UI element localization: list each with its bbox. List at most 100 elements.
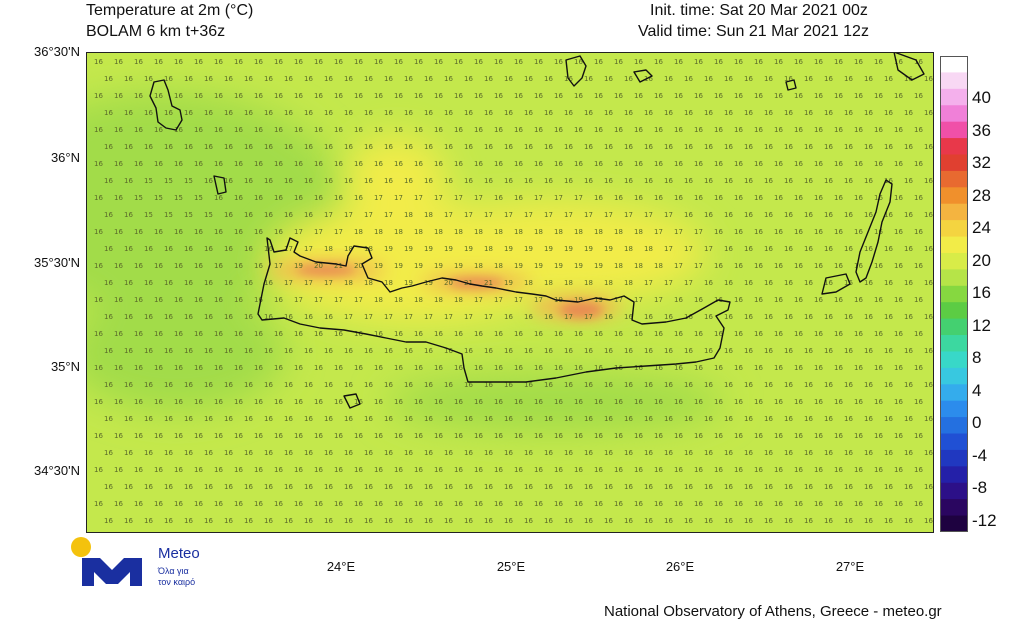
grid-value: 16 xyxy=(474,432,483,440)
grid-value: 15 xyxy=(204,211,213,219)
grid-value: 16 xyxy=(664,449,673,457)
grid-value: 16 xyxy=(244,75,253,83)
grid-value: 16 xyxy=(634,92,643,100)
grid-value: 17 xyxy=(394,194,403,202)
grid-value: 16 xyxy=(824,313,833,321)
grid-value: 16 xyxy=(104,109,113,117)
grid-value: 16 xyxy=(734,262,743,270)
grid-value: 16 xyxy=(174,228,183,236)
grid-value: 16 xyxy=(604,449,613,457)
grid-value: 16 xyxy=(144,245,153,253)
grid-value: 16 xyxy=(484,415,493,423)
grid-value: 16 xyxy=(214,262,223,270)
grid-value: 16 xyxy=(204,75,213,83)
grid-value: 16 xyxy=(544,483,553,491)
lon-label: 27°E xyxy=(835,559,865,574)
grid-value: 16 xyxy=(884,143,893,151)
grid-value: 16 xyxy=(564,347,573,355)
grid-value: 16 xyxy=(494,364,503,372)
grid-value: 16 xyxy=(294,160,303,168)
grid-value: 16 xyxy=(544,449,553,457)
grid-value: 19 xyxy=(414,262,423,270)
grid-value: 17 xyxy=(694,228,703,236)
grid-value: 16 xyxy=(784,245,793,253)
grid-value: 16 xyxy=(164,381,173,389)
grid-value: 16 xyxy=(344,449,353,457)
grid-value: 16 xyxy=(694,330,703,338)
grid-value: 16 xyxy=(204,483,213,491)
grid-value: 16 xyxy=(324,313,333,321)
grid-value: 17 xyxy=(554,194,563,202)
grid-value: 16 xyxy=(834,194,843,202)
grid-value: 16 xyxy=(904,279,913,287)
grid-value: 16 xyxy=(844,177,853,185)
grid-value: 16 xyxy=(594,330,603,338)
grid-value: 16 xyxy=(634,432,643,440)
grid-value: 16 xyxy=(254,126,263,134)
grid-value: 16 xyxy=(914,500,923,508)
grid-value: 16 xyxy=(214,500,223,508)
grid-value: 16 xyxy=(654,194,663,202)
colorbar-label: 8 xyxy=(972,348,982,367)
grid-value: 16 xyxy=(624,143,633,151)
grid-value: 16 xyxy=(684,143,693,151)
grid-value: 16 xyxy=(614,500,623,508)
grid-value: 16 xyxy=(704,347,713,355)
grid-value: 19 xyxy=(604,245,613,253)
grid-value: 16 xyxy=(574,126,583,134)
grid-value: 16 xyxy=(304,143,313,151)
grid-value: 16 xyxy=(604,109,613,117)
grid-value: 16 xyxy=(644,347,653,355)
grid-value: 16 xyxy=(254,262,263,270)
grid-value: 16 xyxy=(184,75,193,83)
grid-value: 16 xyxy=(624,75,633,83)
grid-value: 16 xyxy=(354,58,363,66)
grid-value: 16 xyxy=(304,517,313,525)
grid-value: 16 xyxy=(784,211,793,219)
grid-value: 16 xyxy=(204,415,213,423)
temperature-map: 16 16 16 16 16 16 16 16 16 16 16 16 16 16 16 16 16 16 16 16… xyxy=(86,52,934,533)
grid-value: 16 xyxy=(524,381,533,389)
grid-value: 16 xyxy=(704,109,713,117)
grid-value: 16 xyxy=(314,330,323,338)
grid-value: 16 xyxy=(244,449,253,457)
grid-value: 16 xyxy=(604,177,613,185)
colorbar-swatch xyxy=(940,105,968,123)
grid-value: 16 xyxy=(524,109,533,117)
grid-value: 16 xyxy=(404,449,413,457)
grid-value: 16 xyxy=(804,415,813,423)
grid-value: 16 xyxy=(314,398,323,406)
grid-value: 16 xyxy=(474,364,483,372)
grid-value: 16 xyxy=(304,211,313,219)
grid-value: 16 xyxy=(584,347,593,355)
grid-value: 16 xyxy=(524,75,533,83)
grid-value: 16 xyxy=(524,449,533,457)
grid-value: 16 xyxy=(664,177,673,185)
grid-value: 16 xyxy=(124,381,133,389)
grid-value: 16 xyxy=(184,279,193,287)
grid-value: 16 xyxy=(314,194,323,202)
grid-value: 16 xyxy=(244,211,253,219)
grid-value: 16 xyxy=(804,381,813,389)
grid-value: 16 xyxy=(394,330,403,338)
grid-value: 16 xyxy=(594,500,603,508)
grid-value: 19 xyxy=(594,296,603,304)
grid-value: 16 xyxy=(594,432,603,440)
grid-value: 16 xyxy=(724,75,733,83)
grid-value: 19 xyxy=(504,245,513,253)
grid-value: 19 xyxy=(464,245,473,253)
grid-value: 16 xyxy=(304,177,313,185)
grid-value: 18 xyxy=(324,245,333,253)
grid-value: 18 xyxy=(654,262,663,270)
grid-value: 16 xyxy=(814,160,823,168)
grid-value: 16 xyxy=(894,364,903,372)
colorbar-frame xyxy=(940,56,968,532)
grid-value: 16 xyxy=(514,194,523,202)
grid-value: 16 xyxy=(894,398,903,406)
grid-value: 16 xyxy=(694,296,703,304)
grid-value: 16 xyxy=(534,126,543,134)
grid-value: 16 xyxy=(834,126,843,134)
grid-value: 15 xyxy=(154,194,163,202)
grid-value: 16 xyxy=(164,517,173,525)
grid-value: 16 xyxy=(834,296,843,304)
